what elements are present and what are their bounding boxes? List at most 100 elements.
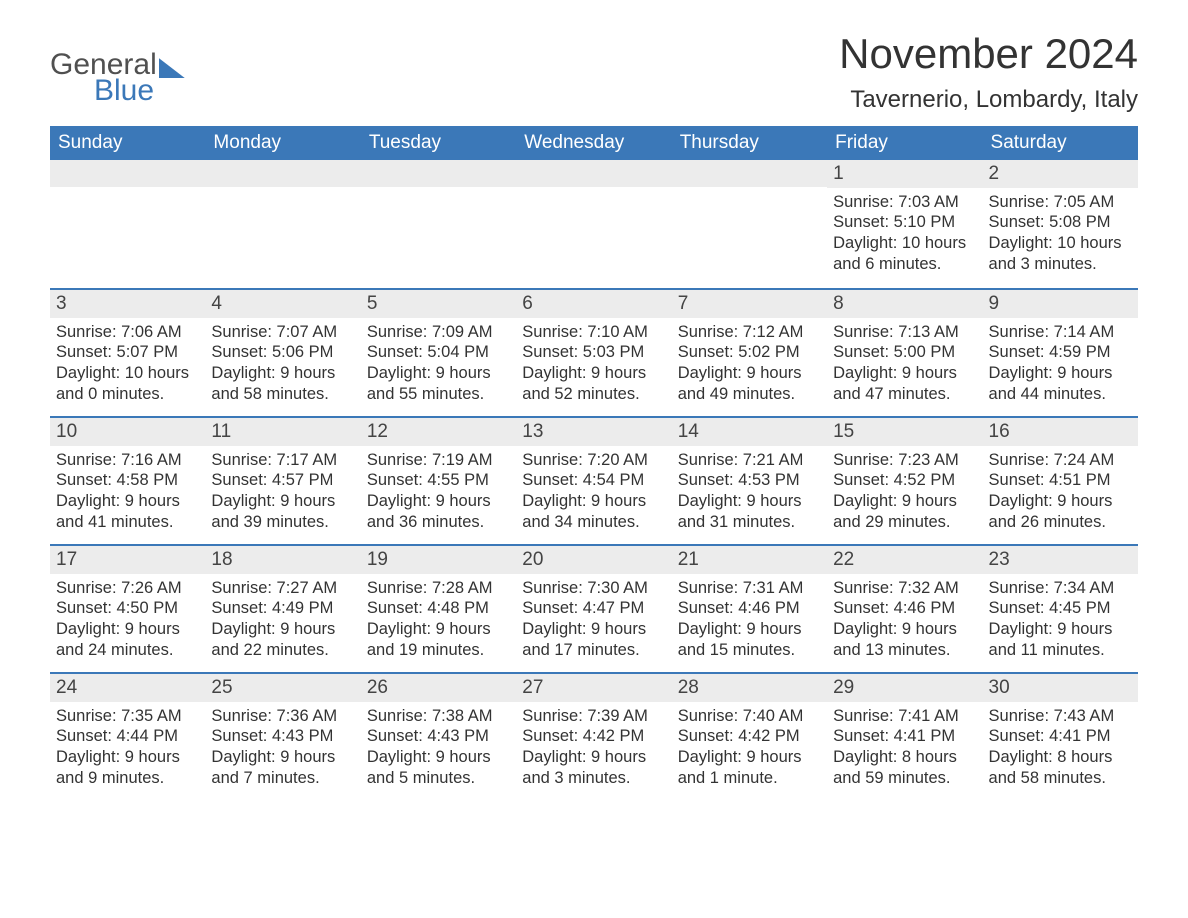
sunset-text: Sunset: 5:10 PM (833, 212, 976, 233)
sunrise-text: Sunrise: 7:43 AM (989, 706, 1132, 727)
sunset-text: Sunset: 4:51 PM (989, 470, 1132, 491)
dl1-text: Daylight: 9 hours (522, 363, 665, 384)
calendar-cell: 9Sunrise: 7:14 AMSunset: 4:59 PMDaylight… (983, 290, 1138, 416)
dl1-text: Daylight: 9 hours (367, 491, 510, 512)
calendar-cell: 21Sunrise: 7:31 AMSunset: 4:46 PMDayligh… (672, 546, 827, 672)
dl2-text: and 5 minutes. (367, 768, 510, 789)
calendar-cell: 11Sunrise: 7:17 AMSunset: 4:57 PMDayligh… (205, 418, 360, 544)
calendar-cell: 2Sunrise: 7:05 AMSunset: 5:08 PMDaylight… (983, 160, 1138, 288)
dl2-text: and 29 minutes. (833, 512, 976, 533)
day-number: 18 (205, 546, 360, 574)
calendar-cell: 12Sunrise: 7:19 AMSunset: 4:55 PMDayligh… (361, 418, 516, 544)
page-title: November 2024 (839, 30, 1138, 78)
day-number: 6 (516, 290, 671, 318)
dl1-text: Daylight: 9 hours (989, 363, 1132, 384)
sunrise-text: Sunrise: 7:20 AM (522, 450, 665, 471)
day-number: 12 (361, 418, 516, 446)
day-number: 14 (672, 418, 827, 446)
empty-day-strip (516, 160, 671, 187)
sunrise-text: Sunrise: 7:34 AM (989, 578, 1132, 599)
dl1-text: Daylight: 9 hours (211, 363, 354, 384)
day-number: 26 (361, 674, 516, 702)
sunrise-text: Sunrise: 7:36 AM (211, 706, 354, 727)
dl1-text: Daylight: 9 hours (367, 619, 510, 640)
calendar-cell: 19Sunrise: 7:28 AMSunset: 4:48 PMDayligh… (361, 546, 516, 672)
sunset-text: Sunset: 4:41 PM (989, 726, 1132, 747)
sunset-text: Sunset: 4:59 PM (989, 342, 1132, 363)
sunrise-text: Sunrise: 7:41 AM (833, 706, 976, 727)
dl2-text: and 34 minutes. (522, 512, 665, 533)
day-number: 5 (361, 290, 516, 318)
sunset-text: Sunset: 4:53 PM (678, 470, 821, 491)
dl2-text: and 26 minutes. (989, 512, 1132, 533)
calendar-cell: 29Sunrise: 7:41 AMSunset: 4:41 PMDayligh… (827, 674, 982, 800)
dl2-text: and 15 minutes. (678, 640, 821, 661)
calendar-cell: 20Sunrise: 7:30 AMSunset: 4:47 PMDayligh… (516, 546, 671, 672)
day-number: 15 (827, 418, 982, 446)
dl1-text: Daylight: 8 hours (833, 747, 976, 768)
sunset-text: Sunset: 5:02 PM (678, 342, 821, 363)
sunset-text: Sunset: 4:54 PM (522, 470, 665, 491)
dl2-text: and 52 minutes. (522, 384, 665, 405)
sunrise-text: Sunrise: 7:39 AM (522, 706, 665, 727)
calendar: Sunday Monday Tuesday Wednesday Thursday… (50, 126, 1138, 800)
day-number: 19 (361, 546, 516, 574)
sunset-text: Sunset: 5:00 PM (833, 342, 976, 363)
calendar-cell: 13Sunrise: 7:20 AMSunset: 4:54 PMDayligh… (516, 418, 671, 544)
dl2-text: and 3 minutes. (989, 254, 1132, 275)
dl2-text: and 6 minutes. (833, 254, 976, 275)
dl1-text: Daylight: 10 hours (833, 233, 976, 254)
sunrise-text: Sunrise: 7:31 AM (678, 578, 821, 599)
calendar-cell: 22Sunrise: 7:32 AMSunset: 4:46 PMDayligh… (827, 546, 982, 672)
dl1-text: Daylight: 9 hours (678, 747, 821, 768)
sunset-text: Sunset: 5:08 PM (989, 212, 1132, 233)
dl1-text: Daylight: 9 hours (678, 491, 821, 512)
dl2-text: and 13 minutes. (833, 640, 976, 661)
dl1-text: Daylight: 9 hours (56, 747, 199, 768)
day-number: 16 (983, 418, 1138, 446)
sunset-text: Sunset: 4:43 PM (211, 726, 354, 747)
logo: General Blue (50, 30, 185, 106)
dl2-text: and 36 minutes. (367, 512, 510, 533)
dl2-text: and 44 minutes. (989, 384, 1132, 405)
dl2-text: and 31 minutes. (678, 512, 821, 533)
sunrise-text: Sunrise: 7:35 AM (56, 706, 199, 727)
calendar-cell (516, 160, 671, 288)
day-number: 28 (672, 674, 827, 702)
dl2-text: and 0 minutes. (56, 384, 199, 405)
dl1-text: Daylight: 9 hours (833, 619, 976, 640)
calendar-row: 1Sunrise: 7:03 AMSunset: 5:10 PMDaylight… (50, 160, 1138, 288)
dl1-text: Daylight: 9 hours (56, 619, 199, 640)
dl1-text: Daylight: 9 hours (989, 619, 1132, 640)
day-number: 8 (827, 290, 982, 318)
day-number: 25 (205, 674, 360, 702)
calendar-cell: 30Sunrise: 7:43 AMSunset: 4:41 PMDayligh… (983, 674, 1138, 800)
sunrise-text: Sunrise: 7:28 AM (367, 578, 510, 599)
sunrise-text: Sunrise: 7:07 AM (211, 322, 354, 343)
day-number: 3 (50, 290, 205, 318)
dl2-text: and 47 minutes. (833, 384, 976, 405)
sunrise-text: Sunrise: 7:32 AM (833, 578, 976, 599)
empty-day-strip (205, 160, 360, 187)
calendar-cell: 25Sunrise: 7:36 AMSunset: 4:43 PMDayligh… (205, 674, 360, 800)
day-number: 13 (516, 418, 671, 446)
dl2-text: and 58 minutes. (989, 768, 1132, 789)
dl2-text: and 1 minute. (678, 768, 821, 789)
dl1-text: Daylight: 9 hours (678, 363, 821, 384)
sunrise-text: Sunrise: 7:06 AM (56, 322, 199, 343)
calendar-header-row: Sunday Monday Tuesday Wednesday Thursday… (50, 126, 1138, 160)
calendar-cell: 3Sunrise: 7:06 AMSunset: 5:07 PMDaylight… (50, 290, 205, 416)
logo-block: General Blue (50, 50, 185, 106)
sunset-text: Sunset: 4:45 PM (989, 598, 1132, 619)
sunrise-text: Sunrise: 7:14 AM (989, 322, 1132, 343)
dl2-text: and 41 minutes. (56, 512, 199, 533)
dl2-text: and 49 minutes. (678, 384, 821, 405)
day-number: 17 (50, 546, 205, 574)
sunrise-text: Sunrise: 7:05 AM (989, 192, 1132, 213)
sunset-text: Sunset: 4:49 PM (211, 598, 354, 619)
dl2-text: and 24 minutes. (56, 640, 199, 661)
calendar-cell (672, 160, 827, 288)
sunrise-text: Sunrise: 7:16 AM (56, 450, 199, 471)
col-wednesday: Wednesday (516, 126, 671, 160)
dl1-text: Daylight: 9 hours (367, 363, 510, 384)
